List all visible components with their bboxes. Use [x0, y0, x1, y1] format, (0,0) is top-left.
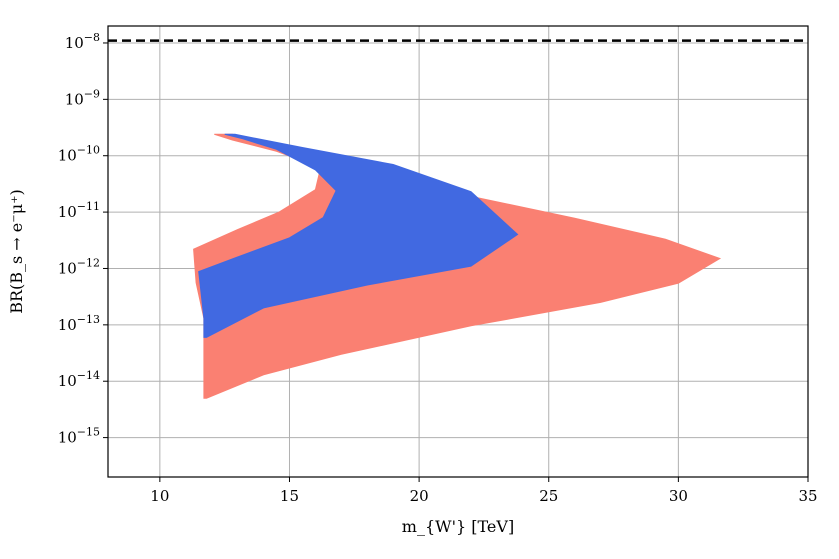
y-axis-ticks: 10−15 10−14 10−13 10−12 10−11 10−10 10−9 10−8	[58, 31, 108, 447]
y-axis-label: BR(B_s → e⁻μ⁺)	[7, 189, 26, 314]
x-tick-label: 10	[150, 487, 169, 505]
y-tick-label: 10−11	[58, 200, 100, 221]
y-tick-label: 10−15	[58, 426, 100, 447]
x-tick-label: 35	[798, 487, 817, 505]
x-axis-label: m_{W'} [TeV]	[402, 517, 514, 536]
region-area	[198, 133, 519, 338]
x-tick-label: 30	[669, 487, 688, 505]
x-tick-label: 20	[410, 487, 429, 505]
y-tick-label: 10−10	[58, 144, 100, 165]
x-tick-label: 15	[280, 487, 299, 505]
data-regions	[193, 133, 722, 399]
y-tick-label: 10−13	[58, 313, 100, 334]
x-axis-ticks: 10 15 20 25 30 35	[150, 477, 818, 505]
plot-frame	[107, 25, 809, 478]
y-tick-label: 10−9	[65, 87, 100, 108]
x-tick-label: 25	[539, 487, 558, 505]
y-tick-label: 10−12	[58, 256, 100, 277]
y-tick-label: 10−14	[58, 369, 100, 390]
y-tick-label: 10−8	[65, 31, 100, 52]
